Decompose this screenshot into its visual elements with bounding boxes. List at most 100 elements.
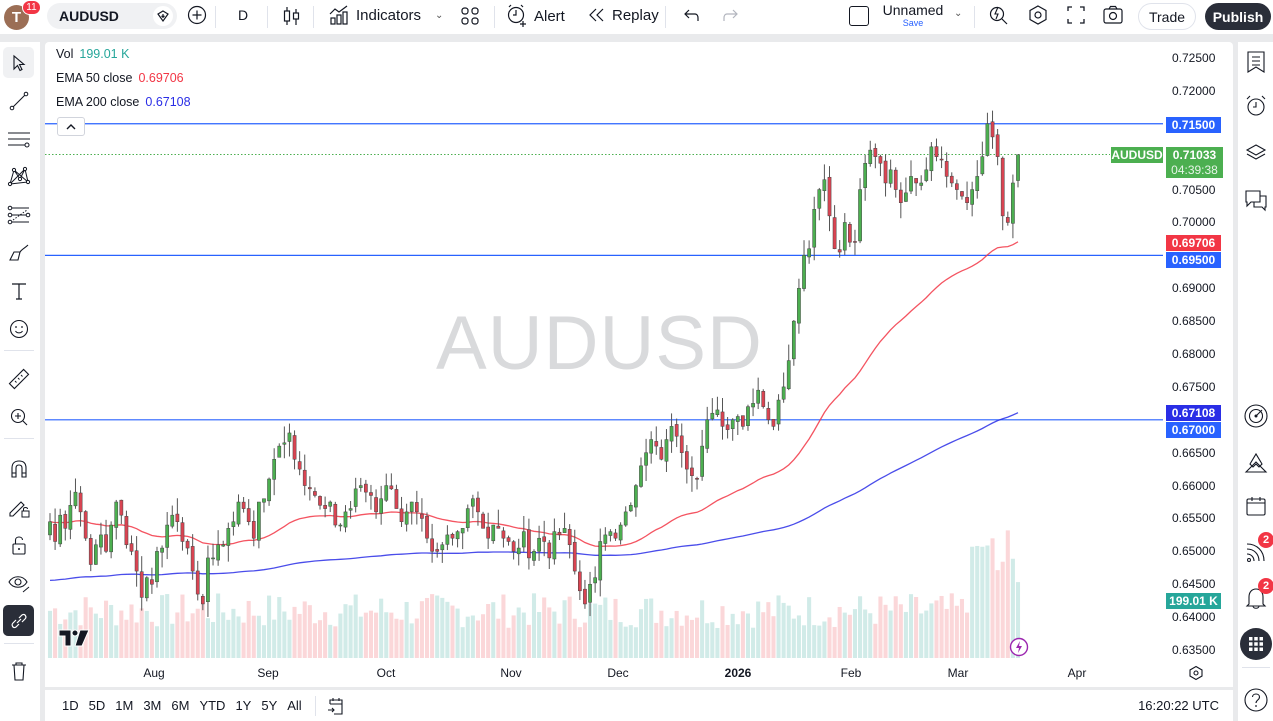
publish-button[interactable]: Publish	[1205, 3, 1271, 30]
redo-icon	[723, 9, 738, 21]
range-all[interactable]: All	[287, 698, 302, 713]
lock-drawing-mode[interactable]	[3, 491, 34, 522]
time-label: Aug	[143, 666, 165, 680]
clock[interactable]: 16:20:22 UTC	[1138, 698, 1219, 713]
notifications-button[interactable]: 2	[1240, 578, 1273, 614]
screener-button[interactable]	[1240, 400, 1272, 432]
redo-button[interactable]	[720, 6, 740, 26]
ideas-stream-button[interactable]: 2	[1240, 532, 1273, 568]
lock-all-drawings[interactable]	[3, 529, 34, 560]
smiley-icon	[9, 319, 28, 338]
ema50-price-tag: 0.69706	[1166, 235, 1221, 251]
layout-name-button[interactable]: Unnamed Save	[880, 2, 946, 28]
ema50-value: 0.69706	[138, 71, 184, 85]
alerts-panel-button[interactable]	[1240, 90, 1272, 122]
chat-button[interactable]	[1240, 184, 1272, 216]
gear-icon	[1029, 5, 1047, 25]
replay-button[interactable]: Replay	[588, 5, 659, 25]
cursor-tool[interactable]	[3, 47, 34, 78]
sync-drawings[interactable]	[3, 605, 34, 636]
time-label: 2026	[724, 666, 752, 680]
range-1d[interactable]: 1D	[62, 698, 79, 713]
measure-tool[interactable]	[3, 363, 34, 394]
cursor-arrow-icon	[12, 54, 25, 71]
indicators-button[interactable]: Indicators ⌄	[328, 4, 443, 26]
ema50-legend[interactable]: EMA 50 close 0.69706	[56, 71, 184, 85]
layout-save-link[interactable]: Save	[902, 18, 924, 28]
time-label: Sep	[257, 666, 279, 680]
interval-button[interactable]: D	[238, 7, 249, 23]
horizontal-lines-tool[interactable]	[3, 123, 34, 154]
templates-button[interactable]	[460, 6, 480, 26]
range-1m[interactable]: 1M	[115, 698, 134, 713]
pine-editor-button[interactable]	[1240, 447, 1272, 479]
pattern-tool[interactable]	[3, 161, 34, 192]
tradingview-logo[interactable]	[58, 629, 90, 647]
snapshot-button[interactable]	[1102, 4, 1124, 26]
collapse-legend-button[interactable]	[57, 117, 85, 136]
symbol-flag-icon[interactable]	[153, 6, 173, 26]
emoji-tool[interactable]	[3, 313, 34, 344]
range-5d[interactable]: 5D	[88, 698, 106, 713]
price-scale-label: 0.69000	[1172, 281, 1216, 296]
products-menu-button[interactable]	[1240, 628, 1272, 660]
time-label: Nov	[500, 666, 522, 680]
brush-tool[interactable]	[3, 237, 34, 268]
drawing-toolbar	[0, 42, 40, 721]
trend-line-icon	[9, 91, 28, 110]
layout-checkbox-icon[interactable]	[849, 6, 869, 26]
layout-chevron-down-icon[interactable]: ⌄	[954, 8, 963, 19]
watchlist-button[interactable]	[1240, 46, 1272, 78]
settings-button[interactable]	[1027, 4, 1049, 26]
ema200-legend[interactable]: EMA 200 close 0.67108	[56, 95, 191, 109]
time-label: Dec	[607, 666, 629, 680]
trade-button[interactable]: Trade	[1138, 3, 1196, 30]
price-scale-label: 0.66000	[1172, 478, 1216, 493]
price-chart[interactable]	[45, 42, 1233, 687]
fullscreen-button[interactable]	[1066, 5, 1086, 25]
go-to-date-button[interactable]	[326, 696, 346, 716]
range-6m[interactable]: 6M	[171, 698, 190, 713]
hide-drawings[interactable]	[3, 567, 34, 598]
object-tree-button[interactable]	[1240, 137, 1272, 169]
chart-pane[interactable]: AUDUSD	[45, 42, 1233, 687]
fib-tool[interactable]	[3, 199, 34, 230]
notification-badge: 11	[22, 0, 41, 15]
alert-button[interactable]: Alert	[506, 4, 565, 28]
divider	[215, 6, 216, 28]
top-toolbar: T 11 AUDUSD D Indicators ⌄ Alert Replay	[0, 0, 1273, 38]
help-button[interactable]	[1240, 684, 1272, 716]
range-1y[interactable]: 1Y	[235, 698, 252, 713]
watchlist-icon	[1247, 51, 1265, 73]
zoom-tool[interactable]	[3, 401, 34, 432]
symbol-name: AUDUSD	[59, 8, 119, 24]
remove-drawings[interactable]	[3, 655, 34, 686]
text-tool[interactable]	[3, 275, 34, 306]
last-price: 0.71033	[1172, 148, 1217, 162]
quick-search-button[interactable]	[988, 4, 1010, 26]
compare-symbol-button[interactable]	[186, 4, 208, 26]
trend-line-tool[interactable]	[3, 85, 34, 116]
xabcd-pattern-icon	[7, 166, 30, 186]
time-label: Apr	[1067, 666, 1087, 680]
calendar-button[interactable]	[1240, 490, 1272, 522]
price-scale-label: 0.72000	[1172, 83, 1216, 98]
unlock-icon	[11, 535, 26, 555]
volume-legend[interactable]: Vol 199.01 K	[56, 47, 129, 61]
layers-icon	[1245, 144, 1267, 160]
symbol-search[interactable]: AUDUSD	[47, 3, 177, 29]
range-5y[interactable]: 5Y	[261, 698, 278, 713]
undo-button[interactable]	[682, 6, 702, 26]
magnet-tool[interactable]	[3, 453, 34, 484]
range-3m[interactable]: 3M	[143, 698, 162, 713]
chart-type-button[interactable]	[282, 5, 302, 27]
range-ytd[interactable]: YTD	[199, 698, 226, 713]
divider	[974, 6, 975, 28]
price-scale-label: 0.72500	[1172, 51, 1216, 65]
scale-settings-button[interactable]	[1188, 665, 1204, 681]
horizontal-lines-icon	[7, 131, 30, 147]
ema50-label: EMA 50 close	[56, 71, 133, 85]
plus-circle-icon	[187, 5, 207, 25]
grid-icon	[461, 7, 479, 25]
realtime-data-button[interactable]	[1009, 637, 1029, 657]
